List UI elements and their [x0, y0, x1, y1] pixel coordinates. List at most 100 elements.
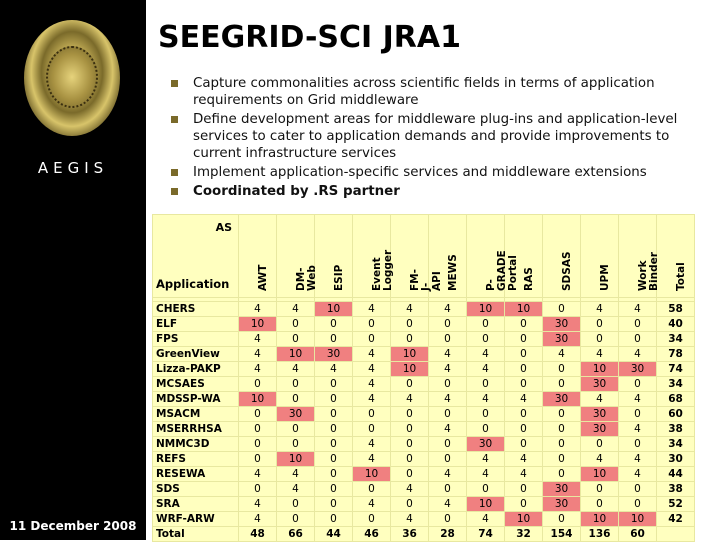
- value-cell: 4: [580, 451, 619, 467]
- value-cell: 4: [618, 301, 657, 317]
- application-name-cell: ELF: [152, 316, 239, 332]
- column-header: Total: [656, 214, 695, 298]
- value-cell: 4: [466, 511, 505, 527]
- bullet-list: Capture commonalities across scientific …: [156, 75, 716, 202]
- value-cell: 0: [504, 331, 543, 347]
- value-cell: 136: [580, 526, 619, 542]
- value-cell: 4: [238, 466, 277, 482]
- value-cell: 0: [504, 376, 543, 392]
- value-cell: 0: [580, 316, 619, 332]
- value-cell: 10: [238, 316, 277, 332]
- value-cell: 0: [580, 331, 619, 347]
- column-header: P-GRADE Portal: [466, 214, 519, 298]
- value-cell: 0: [542, 436, 581, 452]
- value-cell: 0: [466, 406, 505, 422]
- application-name-cell: REFS: [152, 451, 239, 467]
- value-cell: 30: [314, 346, 353, 362]
- value-cell: 4: [618, 346, 657, 362]
- value-cell: 30: [580, 376, 619, 392]
- application-name-cell: NMMC3D: [152, 436, 239, 452]
- column-header: AWT: [238, 214, 277, 298]
- value-cell: 0: [504, 421, 543, 437]
- value-cell: 0: [542, 406, 581, 422]
- bullet-square-icon: [171, 116, 178, 123]
- value-cell: 42: [656, 511, 695, 527]
- value-cell: 0: [542, 376, 581, 392]
- value-cell: 10: [352, 466, 391, 482]
- value-cell: 0: [352, 481, 391, 497]
- value-cell: 0: [314, 481, 353, 497]
- value-cell: 0: [428, 406, 467, 422]
- value-cell: 0: [466, 481, 505, 497]
- value-cell: 0: [238, 451, 277, 467]
- application-name-cell: WRF-ARW: [152, 511, 239, 527]
- value-cell: 0: [238, 436, 277, 452]
- value-cell: 0: [618, 376, 657, 392]
- value-cell: 0: [504, 436, 543, 452]
- application-name-cell: GreenView: [152, 346, 239, 362]
- table-row: SDS 0 4 0 0 4 0 0 0 30 0 0 38: [152, 481, 695, 497]
- value-cell: 0: [466, 316, 505, 332]
- value-cell: 0: [276, 331, 315, 347]
- value-cell: 4: [238, 496, 277, 512]
- value-cell: 10: [238, 391, 277, 407]
- value-cell: 74: [656, 361, 695, 377]
- value-cell: 0: [504, 316, 543, 332]
- value-cell: 0: [314, 466, 353, 482]
- value-cell: 4: [276, 481, 315, 497]
- value-cell: 10: [504, 301, 543, 317]
- value-cell: 48: [238, 526, 277, 542]
- value-cell: 0: [428, 436, 467, 452]
- value-cell: 40: [656, 316, 695, 332]
- value-cell: 4: [352, 361, 391, 377]
- value-cell: 4: [542, 346, 581, 362]
- table-row: Lizza-PAKP 4 4 4 4 10 4 4 0 0 10 30 74: [152, 361, 695, 377]
- value-cell: 0: [618, 406, 657, 422]
- application-name-cell: MSACM: [152, 406, 239, 422]
- value-cell: 30: [542, 391, 581, 407]
- value-cell: 154: [542, 526, 581, 542]
- value-cell: 0: [504, 496, 543, 512]
- bullet-square-icon: [171, 188, 178, 195]
- value-cell: 4: [504, 391, 543, 407]
- application-name-cell: Lizza-PAKP: [152, 361, 239, 377]
- value-cell: 0: [504, 481, 543, 497]
- value-cell: 4: [618, 466, 657, 482]
- value-cell: 4: [276, 466, 315, 482]
- application-name-cell: RESEWA: [152, 466, 239, 482]
- value-cell: 34: [656, 436, 695, 452]
- value-cell: 0: [276, 496, 315, 512]
- table-row: SRA 4 0 0 4 0 4 10 0 30 0 0 52: [152, 496, 695, 512]
- value-cell: 0: [390, 406, 429, 422]
- value-cell: 4: [238, 346, 277, 362]
- application-name-cell: FPS: [152, 331, 239, 347]
- value-cell: 0: [428, 481, 467, 497]
- value-cell: 0: [390, 496, 429, 512]
- column-header: ESIP: [314, 214, 353, 298]
- value-cell: 30: [542, 481, 581, 497]
- value-cell: 4: [276, 361, 315, 377]
- application-name-cell: CHERS: [152, 301, 239, 317]
- value-cell: 0: [314, 331, 353, 347]
- value-cell: 4: [466, 466, 505, 482]
- value-cell: 0: [314, 316, 353, 332]
- value-cell: 0: [314, 496, 353, 512]
- application-name-cell: SRA: [152, 496, 239, 512]
- column-header: RAS: [504, 214, 543, 298]
- value-cell: 30: [542, 316, 581, 332]
- table-row: GreenView 4 10 30 4 10 4 4 0 4 4 4 78: [152, 346, 695, 362]
- value-cell: 0: [618, 496, 657, 512]
- value-cell: 0: [504, 361, 543, 377]
- value-cell: 4: [238, 361, 277, 377]
- value-cell: 0: [428, 376, 467, 392]
- value-cell: 4: [238, 511, 277, 527]
- table-row: FPS 4 0 0 0 0 0 0 0 30 0 0 34: [152, 331, 695, 347]
- value-cell: 4: [238, 301, 277, 317]
- value-cell: 4: [504, 451, 543, 467]
- value-cell: 0: [504, 406, 543, 422]
- value-cell: 4: [466, 391, 505, 407]
- value-cell: 0: [466, 421, 505, 437]
- brand-label: AEGIS: [37, 159, 109, 177]
- value-cell: 4: [352, 436, 391, 452]
- value-cell: 66: [276, 526, 315, 542]
